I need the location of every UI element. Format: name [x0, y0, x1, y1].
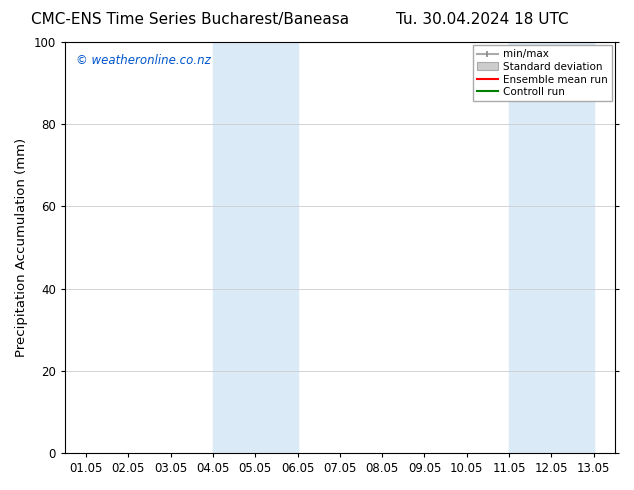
Text: © weatheronline.co.nz: © weatheronline.co.nz — [76, 54, 210, 68]
Text: Tu. 30.04.2024 18 UTC: Tu. 30.04.2024 18 UTC — [396, 12, 568, 27]
Bar — [213, 42, 297, 453]
Bar — [509, 42, 593, 453]
Y-axis label: Precipitation Accumulation (mm): Precipitation Accumulation (mm) — [15, 138, 28, 357]
Legend: min/max, Standard deviation, Ensemble mean run, Controll run: min/max, Standard deviation, Ensemble me… — [472, 45, 612, 101]
Text: CMC-ENS Time Series Bucharest/Baneasa: CMC-ENS Time Series Bucharest/Baneasa — [31, 12, 349, 27]
